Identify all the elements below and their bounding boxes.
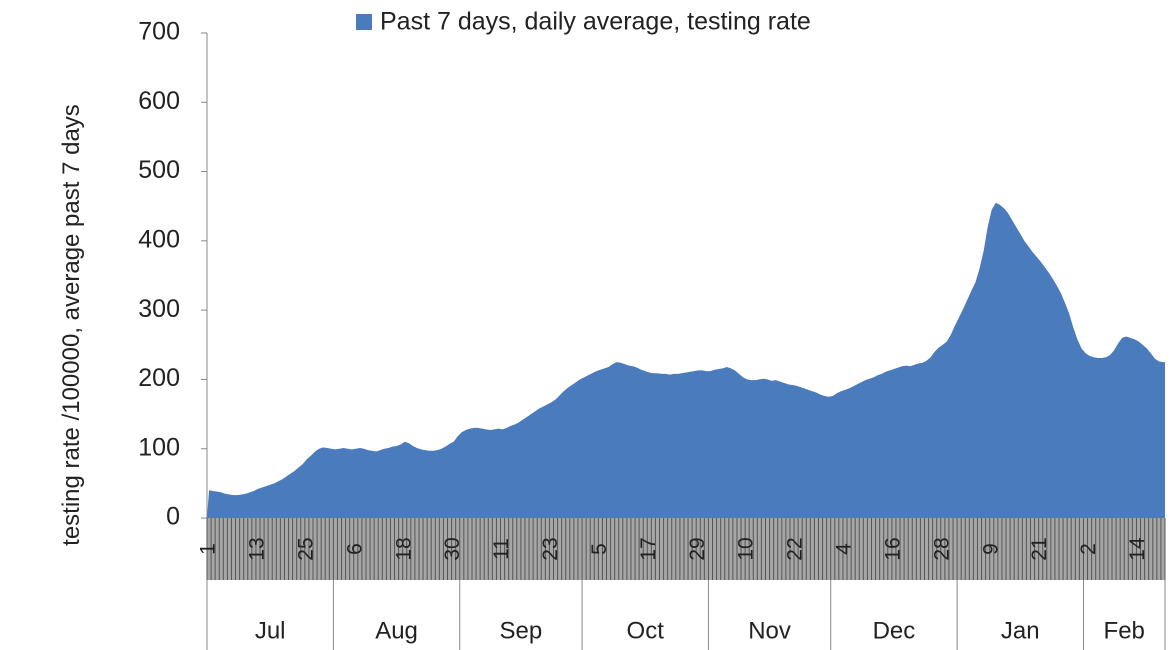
y-tick-label: 600 bbox=[138, 87, 180, 115]
month-label: Oct bbox=[627, 617, 665, 644]
x-tick-label: 16 bbox=[881, 537, 904, 560]
x-tick-label: 10 bbox=[735, 537, 758, 560]
x-tick-label: 30 bbox=[441, 537, 464, 560]
month-label: Nov bbox=[748, 617, 791, 644]
month-label: Jul bbox=[255, 617, 286, 644]
x-tick-label: 29 bbox=[686, 537, 709, 560]
y-tick-label: 0 bbox=[166, 503, 180, 531]
month-label: Aug bbox=[375, 617, 418, 644]
y-tick-label: 700 bbox=[138, 18, 180, 46]
x-tick-band bbox=[207, 518, 1165, 580]
x-tick-label: 22 bbox=[784, 537, 807, 560]
x-tick-label: 1 bbox=[197, 543, 220, 555]
y-tick-label: 100 bbox=[138, 433, 180, 461]
month-label: Feb bbox=[1104, 617, 1145, 644]
y-tick-label: 400 bbox=[138, 225, 180, 253]
y-tick-label: 300 bbox=[138, 295, 180, 323]
legend-label: Past 7 days, daily average, testing rate bbox=[380, 8, 811, 36]
month-label: Dec bbox=[873, 617, 916, 644]
x-tick-label: 4 bbox=[833, 543, 856, 555]
x-tick-label: 9 bbox=[979, 543, 1002, 555]
y-tick-label: 200 bbox=[138, 364, 180, 392]
area bbox=[207, 202, 1165, 518]
x-tick-label: 13 bbox=[246, 537, 269, 560]
x-tick-label: 25 bbox=[294, 537, 317, 560]
x-tick-label: 5 bbox=[588, 543, 611, 555]
x-tick-label: 18 bbox=[392, 537, 415, 560]
y-axis-label: testing rate /100000, average past 7 day… bbox=[58, 104, 85, 546]
y-tick-label: 500 bbox=[138, 156, 180, 184]
x-tick-label: 6 bbox=[343, 543, 366, 555]
x-tick-label: 11 bbox=[490, 538, 513, 560]
x-tick-label: 23 bbox=[539, 537, 562, 560]
x-tick-label: 17 bbox=[637, 537, 660, 560]
legend-swatch bbox=[356, 14, 372, 30]
month-label: Sep bbox=[500, 617, 543, 644]
x-tick-label: 14 bbox=[1126, 537, 1149, 561]
x-tick-label: 2 bbox=[1077, 543, 1100, 555]
month-label: Jan bbox=[1001, 617, 1040, 644]
x-tick-label: 28 bbox=[930, 537, 953, 560]
x-tick-label: 21 bbox=[1028, 537, 1051, 560]
